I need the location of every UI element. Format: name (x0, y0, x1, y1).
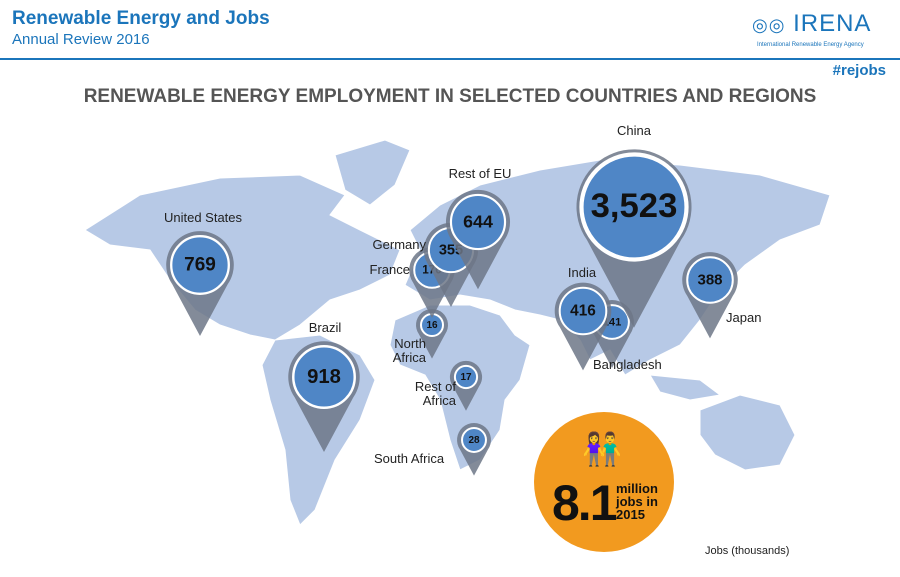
pin-label: China (617, 123, 651, 138)
pin-label: North Africa (392, 336, 426, 365)
pin-label: Brazil (308, 320, 342, 335)
pin-circle (579, 152, 689, 262)
pin-circle (170, 235, 230, 295)
pin-value: 388 (697, 271, 722, 288)
total-text: million jobs in 2015 (616, 481, 658, 522)
pin-value: 16 (426, 320, 438, 331)
pin-label: South Africa (374, 451, 445, 466)
total-callout: 👫 8.1 million jobs in 2015 (534, 412, 674, 552)
pin-circle (453, 364, 479, 390)
pin-label: France (369, 262, 410, 277)
pin-label: Bangladesh (593, 357, 662, 372)
pin-circle (461, 427, 487, 453)
pin-value: 28 (468, 435, 480, 446)
pin-label: Germany (372, 237, 426, 252)
pin-circle (292, 345, 356, 409)
pin-value: 769 (184, 255, 216, 276)
pin-value: 918 (307, 366, 341, 388)
header-subtitle: Annual Review 2016 (12, 31, 150, 48)
pin-label: United States (163, 210, 243, 225)
pin-label: Rest of EU (448, 166, 512, 181)
people-icon: 👫 (582, 431, 622, 467)
pin-circle (449, 193, 507, 251)
agency: International Renewable Energy Agency (757, 42, 864, 48)
pin-value: 416 (570, 303, 596, 320)
pin-label: Rest of Africa (414, 379, 456, 408)
pin-label: India (567, 265, 597, 280)
pin-value: 644 (463, 211, 493, 231)
pin-value: 17 (460, 372, 472, 383)
logo-text: IRENA (793, 10, 872, 37)
unit-note: Jobs (thousands) (705, 545, 790, 557)
hashtag: #rejobs (832, 62, 886, 79)
pin-circle (558, 286, 608, 336)
pin-label: Japan (726, 310, 762, 325)
logo: ◎◎ IRENA (752, 10, 872, 37)
map-title: RENEWABLE ENERGY EMPLOYMENT IN SELECTED … (83, 86, 817, 107)
header-title: Renewable Energy and Jobs (12, 8, 270, 29)
pin-value: 3,523 (591, 187, 678, 225)
total-value: 8.1 (552, 475, 618, 531)
pin-circle (686, 256, 734, 304)
